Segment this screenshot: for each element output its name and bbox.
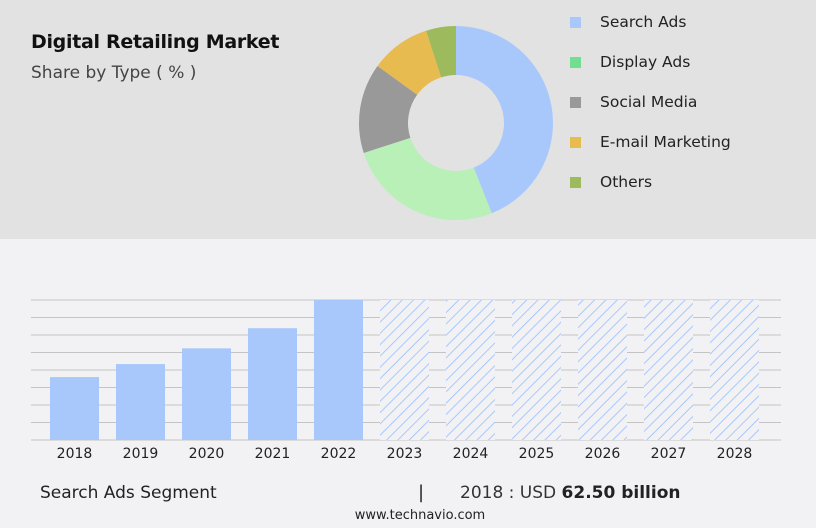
- legend-swatch-icon: [570, 136, 581, 148]
- bar-2021: [248, 328, 297, 440]
- footer-separator: |: [418, 482, 425, 503]
- legend-item-others: Others: [570, 172, 652, 192]
- x-axis-label: 2023: [386, 446, 423, 462]
- legend-label: Social Media: [600, 93, 698, 111]
- x-axis-label: 2020: [188, 446, 225, 462]
- legend-swatch-icon: [570, 176, 581, 188]
- legend-swatch-icon: [570, 96, 581, 108]
- donut-slice-search-ads: [456, 26, 553, 214]
- x-axis-label: 2022: [320, 446, 357, 462]
- x-axis-label: 2019: [122, 446, 159, 462]
- forecast-bar-2023: [380, 300, 429, 440]
- x-axis-label: 2026: [584, 446, 621, 462]
- chart-title: Digital Retailing Market: [31, 31, 280, 53]
- x-axis-label: 2027: [650, 446, 687, 462]
- bar-chart: [31, 299, 781, 441]
- segment-value: 2018 : USD 62.50 billion: [460, 483, 680, 503]
- segment-value-amount: 62.50 billion: [561, 483, 681, 503]
- forecast-bar-2024: [446, 300, 495, 440]
- bar-2022: [314, 300, 363, 440]
- bar-2019: [116, 364, 165, 440]
- chart-subtitle: Share by Type ( % ): [31, 63, 197, 83]
- legend-label: Search Ads: [600, 13, 687, 31]
- donut-chart: [359, 26, 553, 220]
- legend-label: Display Ads: [600, 53, 691, 71]
- forecast-bar-2026: [578, 300, 627, 440]
- legend-label: Others: [600, 173, 653, 191]
- donut-slice-e-mail-marketing: [377, 30, 442, 95]
- segment-label: Search Ads Segment: [40, 483, 217, 503]
- forecast-bar-2028: [710, 300, 759, 440]
- forecast-bar-2027: [644, 300, 693, 440]
- donut-slice-others: [426, 26, 456, 78]
- bar-2018: [50, 377, 99, 440]
- donut-slice-social-media: [359, 65, 418, 153]
- donut-slice-display-ads: [363, 137, 492, 220]
- bar-2020: [182, 348, 231, 440]
- legend-item-e-mail-marketing: E-mail Marketing: [570, 132, 731, 152]
- legend-swatch-icon: [570, 56, 581, 68]
- legend-label: E-mail Marketing: [600, 133, 731, 151]
- x-axis-label: 2024: [452, 446, 489, 462]
- source-url: www.technavio.com: [354, 508, 486, 523]
- x-axis-label: 2025: [518, 446, 555, 462]
- x-axis-label: 2028: [716, 446, 753, 462]
- segment-year-label: 2018 : USD: [460, 483, 557, 503]
- x-axis-label: 2021: [254, 446, 291, 462]
- legend-item-display-ads: Display Ads: [570, 52, 690, 72]
- forecast-bar-2025: [512, 300, 561, 440]
- legend-swatch-icon: [570, 16, 581, 28]
- x-axis-label: 2018: [56, 446, 93, 462]
- legend-item-social-media: Social Media: [570, 92, 697, 112]
- legend-item-search-ads: Search Ads: [570, 12, 686, 32]
